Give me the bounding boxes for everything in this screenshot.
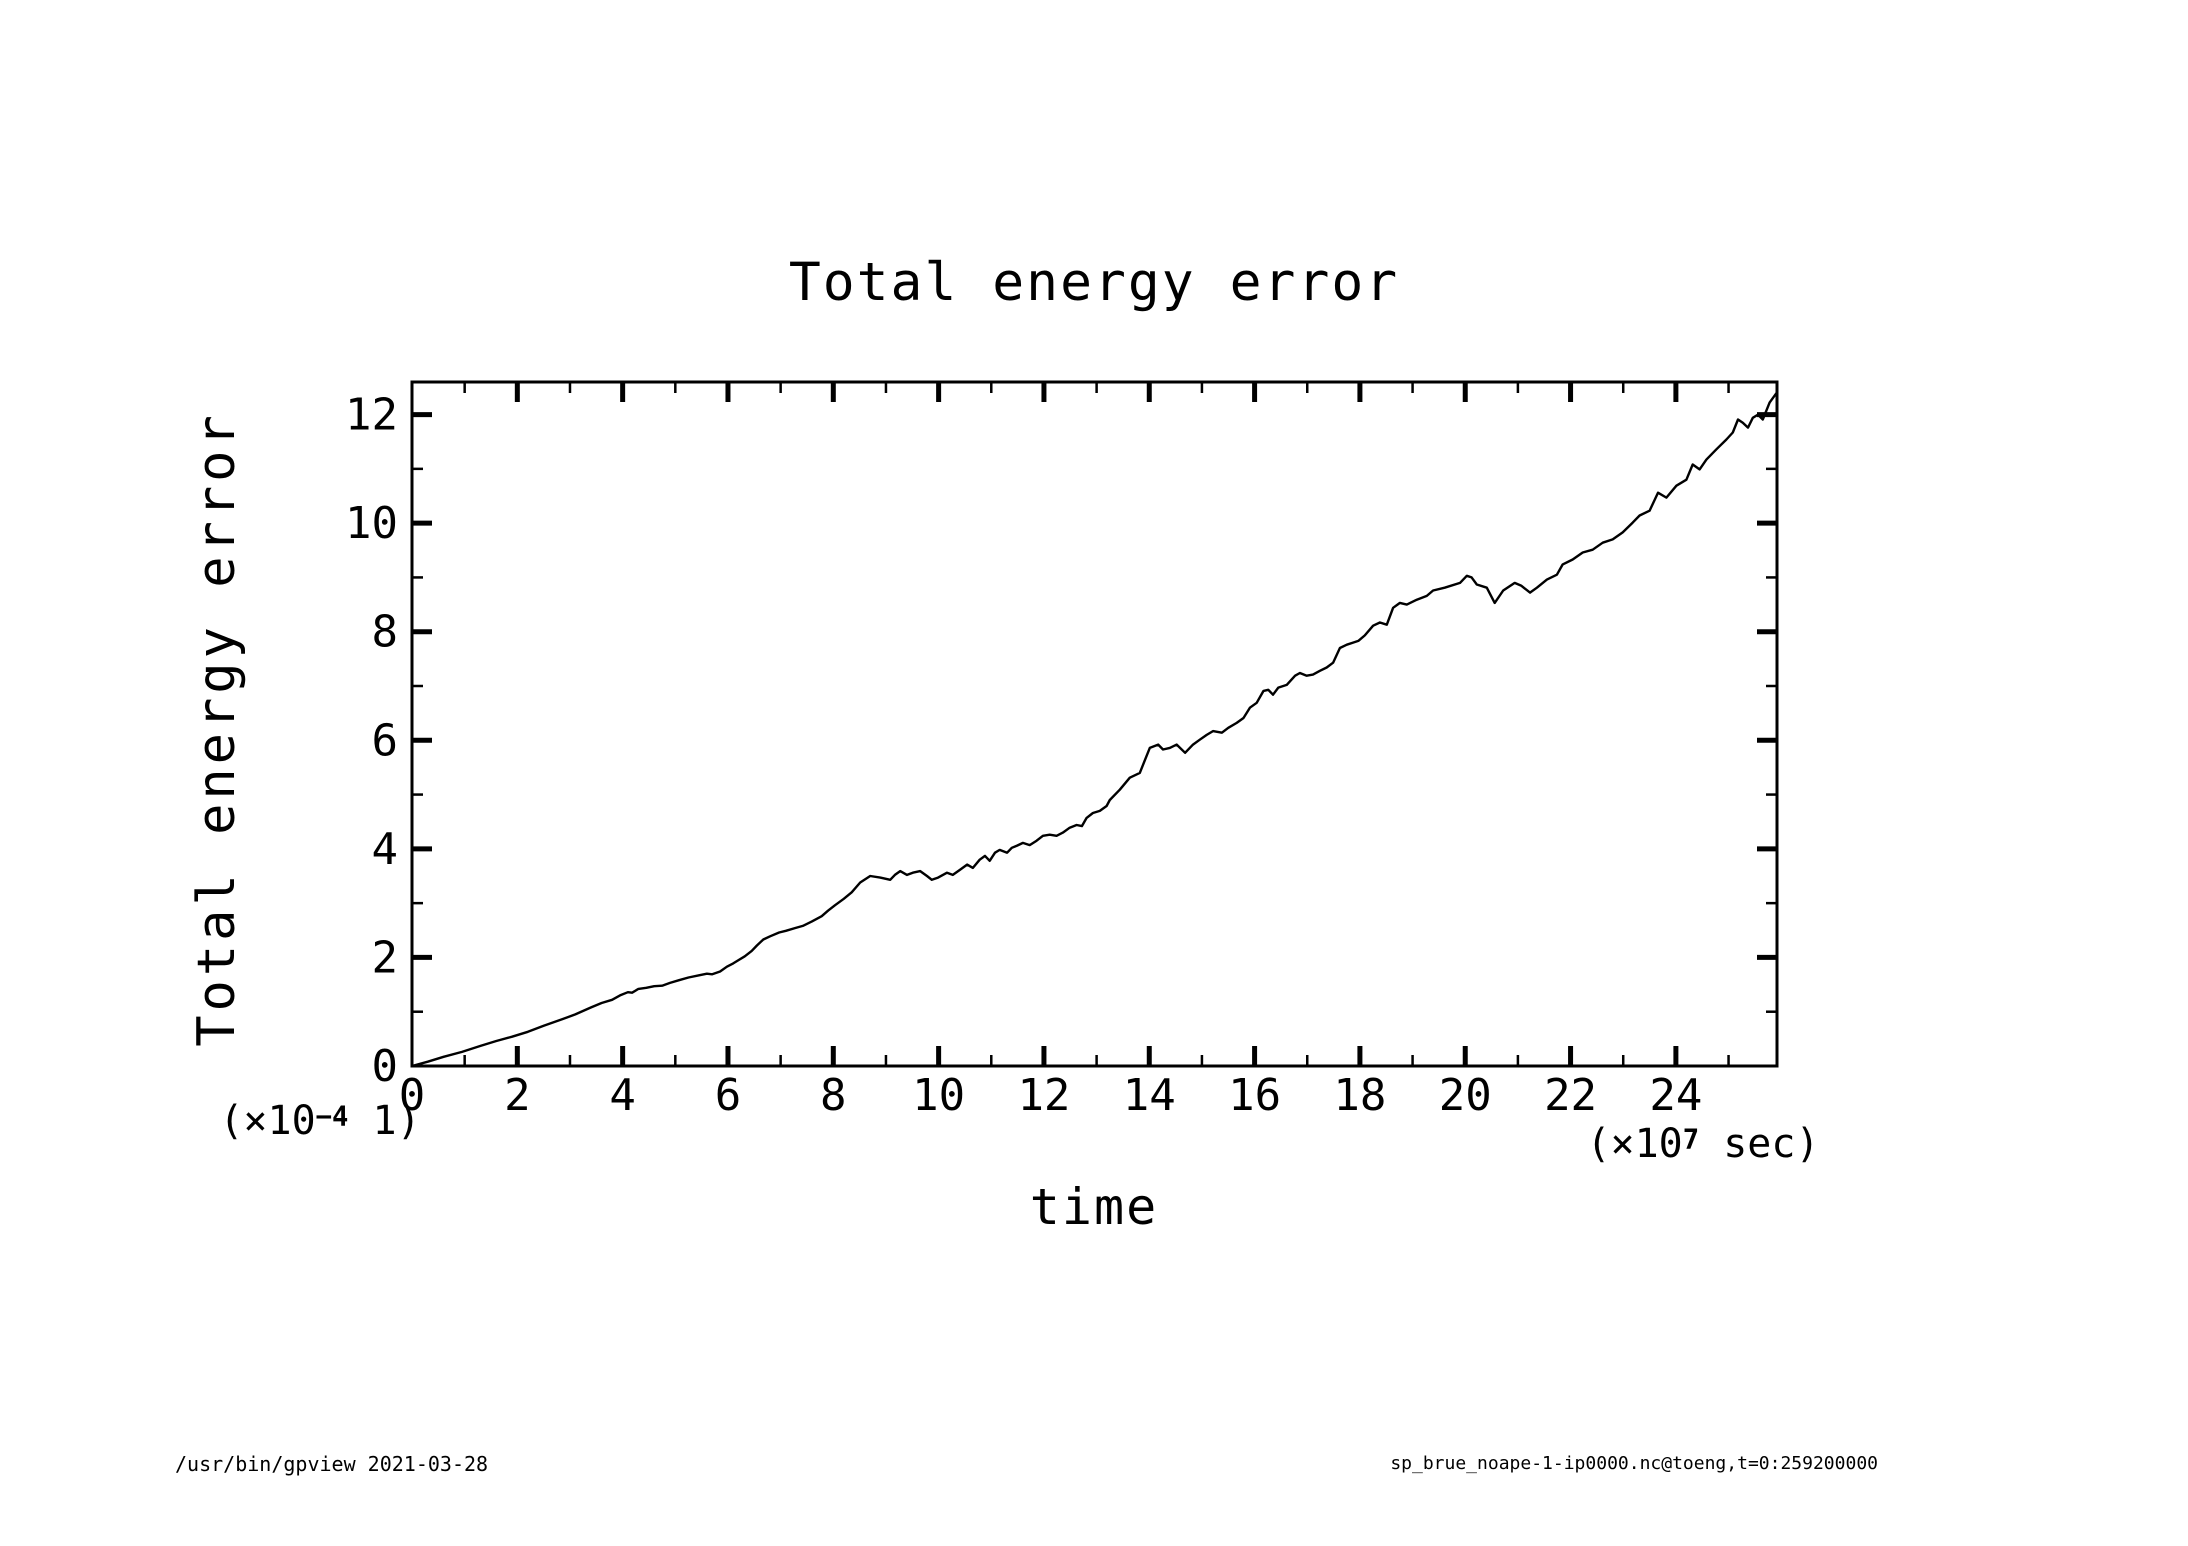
y-tick-label: 6	[372, 715, 399, 766]
x-unit-rest: sec)	[1699, 1121, 1820, 1167]
footer-command: /usr/bin/gpview 2021-03-28	[175, 1452, 489, 1476]
footer-datafile: sp_brue_noape-1-ip0000.nc@toeng,t=0:2592…	[1390, 1453, 1878, 1474]
y-tick-label: 0	[372, 1041, 399, 1092]
x-tick-label: 2	[504, 1070, 531, 1121]
x-tick-label: 14	[1123, 1070, 1176, 1121]
x-tick-label: 0	[399, 1070, 426, 1121]
x-tick-label: 4	[609, 1070, 636, 1121]
y-tick-label: 10	[345, 498, 398, 549]
y-tick-label: 4	[372, 824, 399, 875]
y-tick-label: 2	[372, 932, 399, 983]
x-tick-label: 16	[1228, 1070, 1281, 1121]
y-tick-label: 8	[372, 607, 399, 658]
x-unit-exponent: 7	[1682, 1124, 1700, 1156]
x-tick-label: 24	[1649, 1070, 1702, 1121]
x-tick-label: 18	[1333, 1070, 1386, 1121]
y-unit-base: (×10	[219, 1098, 316, 1144]
y-axis-unit: (×10−4 1)	[160, 1098, 480, 1144]
y-tick-label: 12	[345, 390, 398, 441]
chart-title: Total energy error	[788, 252, 1400, 313]
x-tick-label: 8	[820, 1070, 847, 1121]
y-unit-rest: 1)	[348, 1098, 421, 1144]
x-tick-label: 12	[1017, 1070, 1070, 1121]
energy-error-curve	[410, 391, 1779, 1068]
plot-frame	[410, 380, 1779, 1068]
x-tick-label: 6	[715, 1070, 742, 1121]
x-tick-label: 20	[1439, 1070, 1492, 1121]
x-axis-unit: (×107 sec)	[1543, 1121, 1863, 1167]
x-tick-label: 22	[1544, 1070, 1597, 1121]
x-axis-title: time	[1029, 1178, 1159, 1236]
x-tick-label: 10	[912, 1070, 965, 1121]
y-unit-exponent: −4	[315, 1101, 349, 1133]
x-unit-base: (×10	[1586, 1121, 1683, 1167]
